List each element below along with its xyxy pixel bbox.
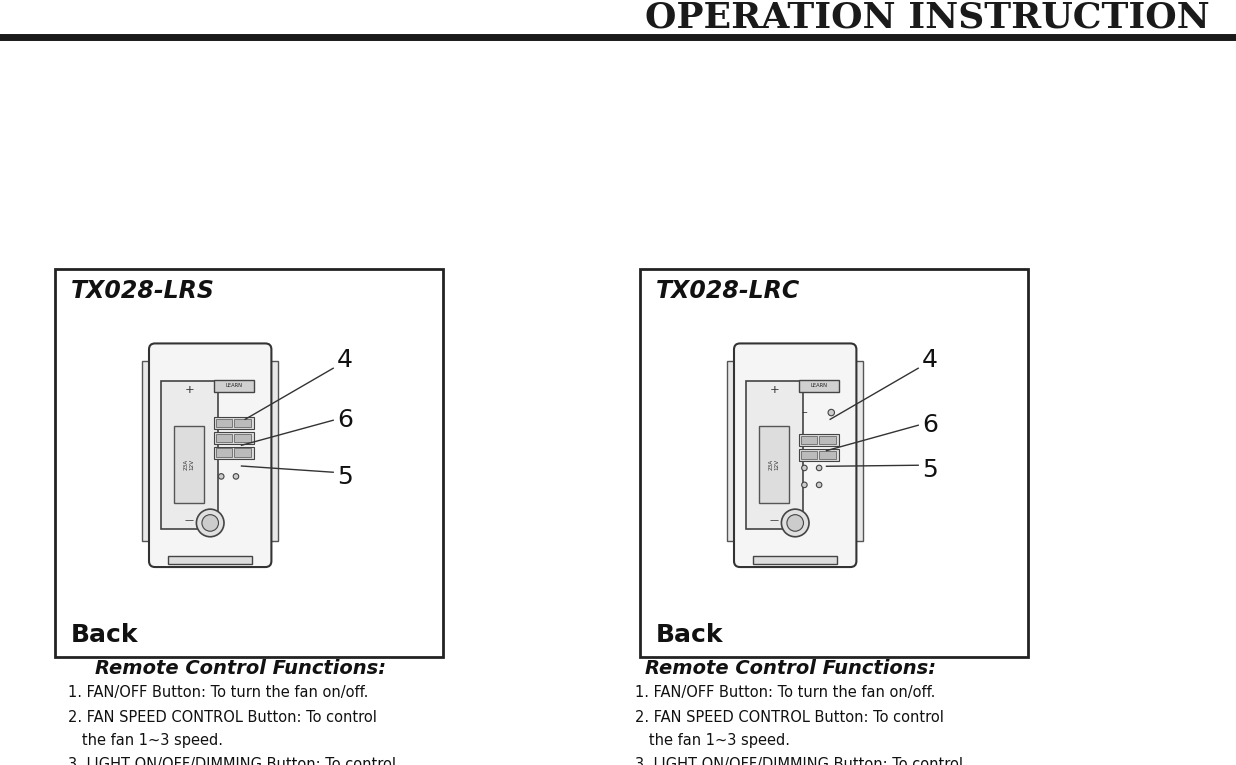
Bar [798, 449, 838, 461]
Bar [161, 381, 218, 529]
Bar [234, 419, 251, 428]
Text: +: + [184, 386, 194, 396]
Bar [168, 555, 252, 564]
FancyBboxPatch shape [150, 343, 272, 567]
Text: Remote Control Functions:: Remote Control Functions: [645, 659, 936, 679]
Text: OPERATION INSTRUCTION: OPERATION INSTRUCTION [645, 0, 1210, 34]
Bar [216, 448, 232, 457]
Bar [266, 361, 278, 541]
Text: 4: 4 [922, 348, 938, 373]
Circle shape [781, 509, 810, 537]
Bar [640, 269, 1028, 657]
Text: 23A
12V: 23A 12V [769, 458, 780, 470]
Circle shape [197, 509, 224, 537]
Text: 2. FAN SPEED CONTROL Button: To control: 2. FAN SPEED CONTROL Button: To control [635, 709, 944, 724]
Text: 6: 6 [337, 409, 353, 432]
Circle shape [816, 465, 822, 470]
Text: Back: Back [70, 623, 138, 647]
Text: 23A
12V: 23A 12V [184, 458, 194, 470]
Bar [54, 269, 442, 657]
Bar [819, 436, 836, 444]
Text: 1. FAN/OFF Button: To turn the fan on/off.: 1. FAN/OFF Button: To turn the fan on/of… [635, 685, 936, 701]
Bar [819, 451, 836, 459]
Bar [214, 417, 253, 429]
Circle shape [802, 465, 807, 470]
Bar [216, 434, 232, 442]
Bar [798, 379, 838, 392]
Circle shape [828, 409, 834, 415]
Text: 6: 6 [922, 413, 938, 438]
Text: the fan 1~3 speed.: the fan 1~3 speed. [635, 734, 790, 748]
Bar [142, 361, 154, 541]
Bar [727, 361, 740, 541]
Text: Back: Back [656, 623, 723, 647]
Bar [216, 419, 232, 428]
Bar [850, 361, 863, 541]
Text: LEARN: LEARN [225, 383, 242, 389]
Text: 3. LIGHT ON/OFF/DIMMING Button: To control: 3. LIGHT ON/OFF/DIMMING Button: To contr… [68, 757, 396, 765]
Text: 4: 4 [337, 348, 353, 373]
Text: LEARN: LEARN [811, 383, 827, 389]
Text: 2. FAN SPEED CONTROL Button: To control: 2. FAN SPEED CONTROL Button: To control [68, 709, 377, 724]
Text: TX028-LRS: TX028-LRS [70, 279, 215, 303]
FancyBboxPatch shape [734, 343, 857, 567]
Bar [234, 434, 251, 442]
Circle shape [219, 474, 224, 479]
Bar [801, 451, 817, 459]
Bar [759, 425, 789, 503]
Text: –: – [801, 408, 807, 418]
Bar [745, 381, 803, 529]
Circle shape [802, 482, 807, 487]
Text: Remote Control Functions:: Remote Control Functions: [95, 659, 386, 679]
Bar [753, 555, 837, 564]
Text: 3. LIGHT ON/OFF/DIMMING Button: To control: 3. LIGHT ON/OFF/DIMMING Button: To contr… [635, 757, 963, 765]
Bar [214, 432, 253, 444]
Circle shape [787, 515, 803, 531]
Text: 5: 5 [337, 465, 353, 490]
Bar [214, 447, 253, 458]
Text: —: — [184, 516, 194, 526]
Text: 1. FAN/OFF Button: To turn the fan on/off.: 1. FAN/OFF Button: To turn the fan on/of… [68, 685, 368, 701]
Text: —: — [770, 516, 779, 526]
Text: TX028-LRC: TX028-LRC [656, 279, 800, 303]
Bar [174, 425, 204, 503]
Text: 5: 5 [922, 458, 938, 482]
Text: the fan 1~3 speed.: the fan 1~3 speed. [68, 734, 222, 748]
Text: +: + [769, 386, 779, 396]
Bar [798, 434, 838, 446]
Circle shape [234, 474, 239, 479]
Circle shape [201, 515, 219, 531]
Bar [801, 436, 817, 444]
Circle shape [816, 482, 822, 487]
Bar [214, 379, 253, 392]
Bar [234, 448, 251, 457]
